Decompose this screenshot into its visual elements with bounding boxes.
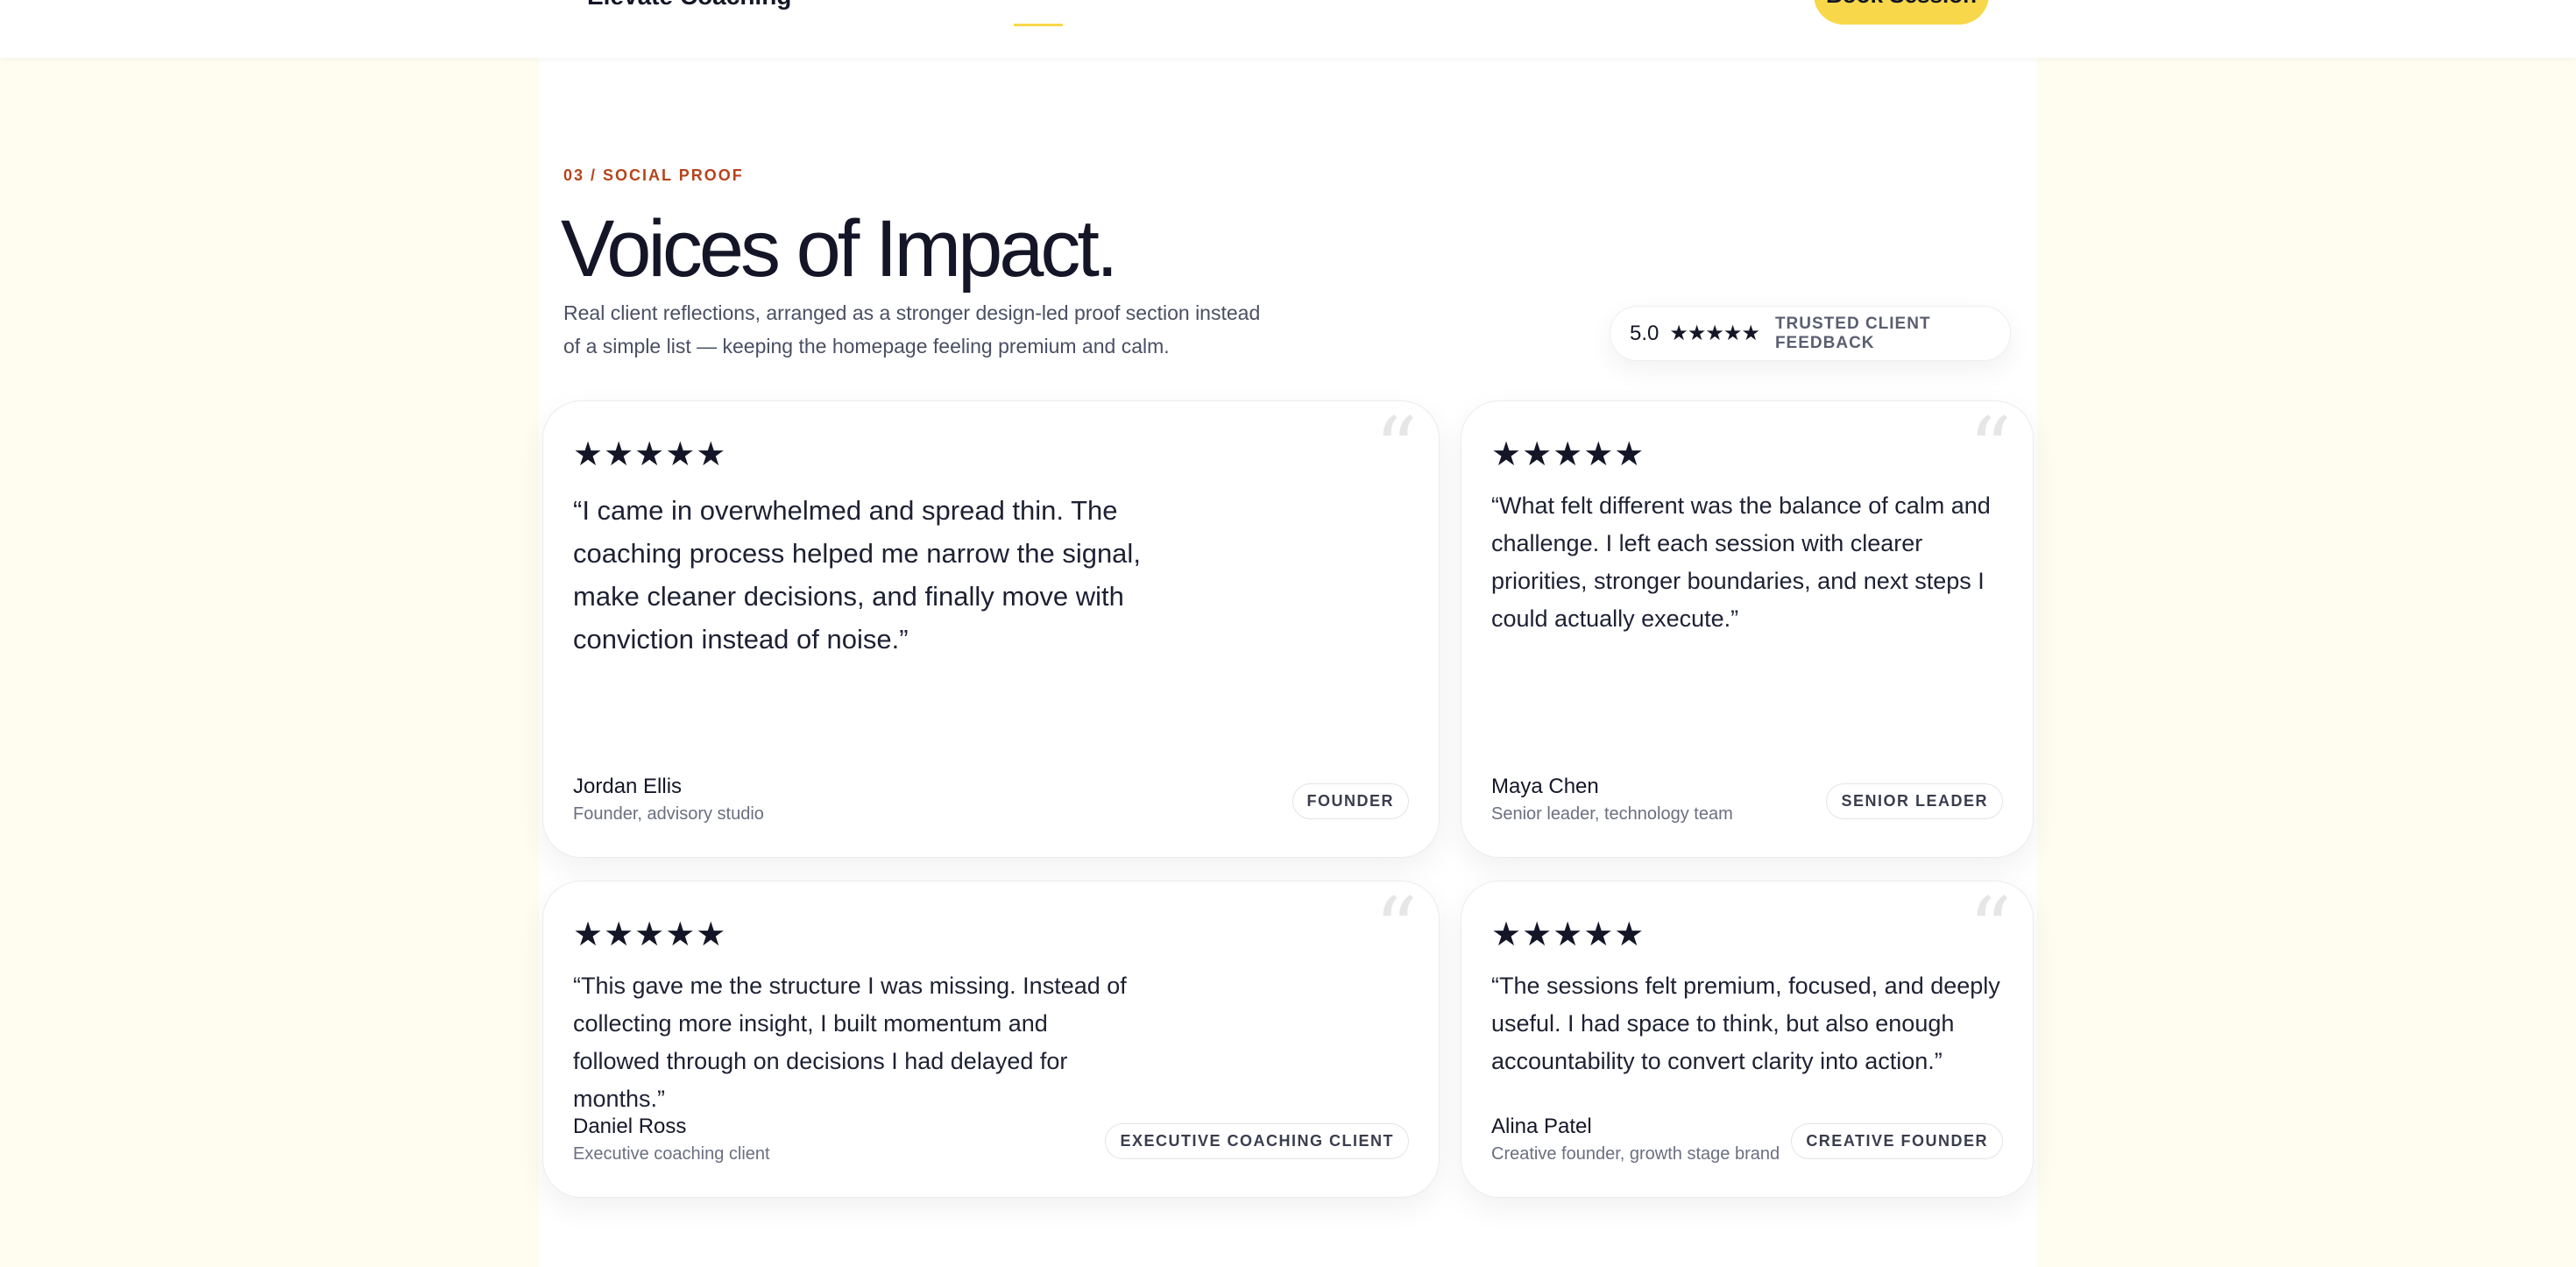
- testimonial-card: ★★★★★ “ “The sessions felt premium, focu…: [1461, 881, 2034, 1198]
- testimonial-quote: “The sessions felt premium, focused, and…: [1491, 973, 2000, 1074]
- testimonial-card: ★★★★★ “ “I came in overwhelmed and sprea…: [542, 400, 1440, 858]
- active-nav-indicator: [1014, 24, 1063, 26]
- section-eyebrow: 03 / SOCIAL PROOF: [563, 166, 744, 184]
- quote-mark-icon: “: [1374, 880, 1418, 978]
- rating-badge: 5.0 ★★★★★ TRUSTED CLIENT FEEDBACK: [1610, 306, 2011, 361]
- testimonial-quote: “This gave me the structure I was missin…: [573, 973, 1127, 1112]
- quote-mark-icon: “: [1968, 400, 2012, 498]
- quote-mark-icon: “: [1968, 880, 2012, 978]
- client-tag: SENIOR LEADER: [1826, 783, 2003, 819]
- section-subtitle: Real client reflections, arranged as a s…: [563, 301, 1261, 357]
- client-name: Jordan Ellis: [573, 775, 683, 798]
- client-role: Creative founder, growth stage brand: [1491, 1144, 1780, 1164]
- book-session-button[interactable]: Book Session: [1814, 0, 1989, 25]
- testimonial-card: ★★★★★ “ “What felt different was the bal…: [1461, 400, 2034, 858]
- client-name: Alina Patel: [1491, 1115, 1592, 1138]
- testimonial-quote: “I came in overwhelmed and spread thin. …: [573, 495, 1141, 655]
- star-rating-icon: ★★★★★: [1491, 917, 1645, 953]
- client-role: Executive coaching client: [573, 1144, 770, 1164]
- testimonial-card: ★★★★★ “ “This gave me the structure I wa…: [542, 881, 1440, 1198]
- star-rating-icon: ★★★★★: [573, 917, 727, 953]
- logo[interactable]: Elevate Coaching: [587, 0, 791, 11]
- testimonial-quote: “What felt different was the balance of …: [1491, 492, 1991, 632]
- star-rating-icon: ★★★★★: [1491, 436, 1645, 473]
- client-name: Maya Chen: [1491, 775, 1599, 798]
- site-header: Elevate Coaching Book Session: [0, 0, 2576, 58]
- client-tag: FOUNDER: [1292, 783, 1409, 819]
- star-rating-icon: ★★★★★: [573, 436, 727, 473]
- client-role: Founder, advisory studio: [573, 804, 764, 824]
- section-title: Voices of Impact.: [561, 204, 1119, 294]
- quote-mark-icon: “: [1374, 400, 1418, 498]
- rating-label: TRUSTED CLIENT FEEDBACK: [1774, 314, 1931, 352]
- rating-score: 5.0: [1630, 321, 1660, 345]
- client-role: Senior leader, technology team: [1491, 804, 1733, 824]
- star-rating-icon: ★★★★★: [1669, 322, 1760, 345]
- client-name: Daniel Ross: [573, 1115, 687, 1138]
- client-tag: CREATIVE FOUNDER: [1791, 1123, 2003, 1159]
- client-tag: EXECUTIVE COACHING CLIENT: [1105, 1123, 1409, 1159]
